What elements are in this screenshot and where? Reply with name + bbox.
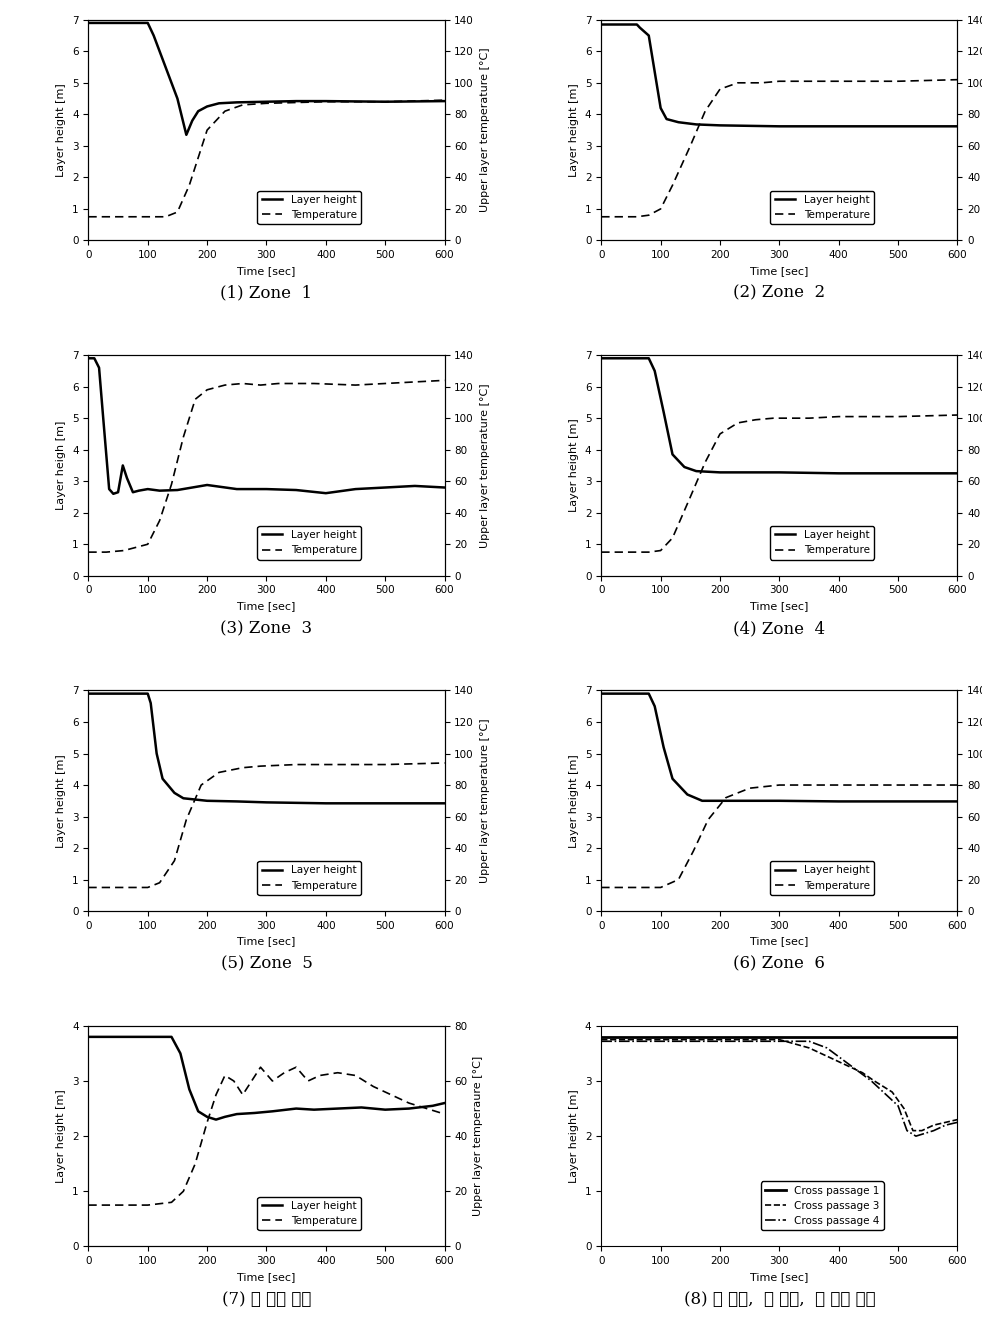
X-axis label: Time [sec]: Time [sec] xyxy=(238,265,296,276)
Legend: Cross passage 1, Cross passage 3, Cross passage 4: Cross passage 1, Cross passage 3, Cross … xyxy=(761,1182,884,1231)
Legend: Layer height, Temperature: Layer height, Temperature xyxy=(770,526,874,559)
Legend: Layer height, Temperature: Layer height, Temperature xyxy=(770,191,874,224)
X-axis label: Time [sec]: Time [sec] xyxy=(750,1272,808,1282)
X-axis label: Time [sec]: Time [sec] xyxy=(750,601,808,611)
Text: (2) Zone  2: (2) Zone 2 xyxy=(734,285,826,302)
X-axis label: Time [sec]: Time [sec] xyxy=(750,265,808,276)
Y-axis label: Layer height [m]: Layer height [m] xyxy=(570,1089,579,1183)
Legend: Layer height, Temperature: Layer height, Temperature xyxy=(770,861,874,894)
Legend: Layer height, Temperature: Layer height, Temperature xyxy=(257,861,361,894)
Y-axis label: Upper layer temperature [°C]: Upper layer temperature [°C] xyxy=(479,383,490,547)
X-axis label: Time [sec]: Time [sec] xyxy=(238,601,296,611)
Text: (6) Zone  6: (6) Zone 6 xyxy=(734,955,825,972)
X-axis label: Time [sec]: Time [sec] xyxy=(750,936,808,947)
Y-axis label: Upper layer temperaure [°C]: Upper layer temperaure [°C] xyxy=(473,1057,483,1216)
Legend: Layer height, Temperature: Layer height, Temperature xyxy=(257,526,361,559)
Text: (5) Zone  5: (5) Zone 5 xyxy=(221,955,312,972)
X-axis label: Time [sec]: Time [sec] xyxy=(238,936,296,947)
Y-axis label: Layer heigh [m]: Layer heigh [m] xyxy=(57,421,67,510)
Text: (7) 두 번째 횟갱: (7) 두 번째 횟갱 xyxy=(222,1290,311,1307)
Text: (1) Zone  1: (1) Zone 1 xyxy=(220,285,312,302)
Y-axis label: Upper layer temperature [°C]: Upper layer temperature [°C] xyxy=(479,47,490,212)
Y-axis label: Layer height [m]: Layer height [m] xyxy=(570,418,579,512)
Y-axis label: Layer height [m]: Layer height [m] xyxy=(570,754,579,848)
Text: (8) 첫 번째,  세 번째,  네 번째 횟갱: (8) 첫 번째, 세 번째, 네 번째 횟갱 xyxy=(683,1290,875,1307)
Text: (3) Zone  3: (3) Zone 3 xyxy=(220,620,312,637)
Y-axis label: Layer height [m]: Layer height [m] xyxy=(57,83,67,177)
Y-axis label: Upper layer temperature [°C]: Upper layer temperature [°C] xyxy=(479,719,490,884)
X-axis label: Time [sec]: Time [sec] xyxy=(238,1272,296,1282)
Y-axis label: Layer height [m]: Layer height [m] xyxy=(570,83,579,177)
Text: (4) Zone  4: (4) Zone 4 xyxy=(734,620,826,637)
Y-axis label: Layer height [m]: Layer height [m] xyxy=(57,1089,67,1183)
Y-axis label: Layer height [m]: Layer height [m] xyxy=(57,754,67,848)
Legend: Layer height, Temperature: Layer height, Temperature xyxy=(257,191,361,224)
Legend: Layer height, Temperature: Layer height, Temperature xyxy=(257,1196,361,1231)
